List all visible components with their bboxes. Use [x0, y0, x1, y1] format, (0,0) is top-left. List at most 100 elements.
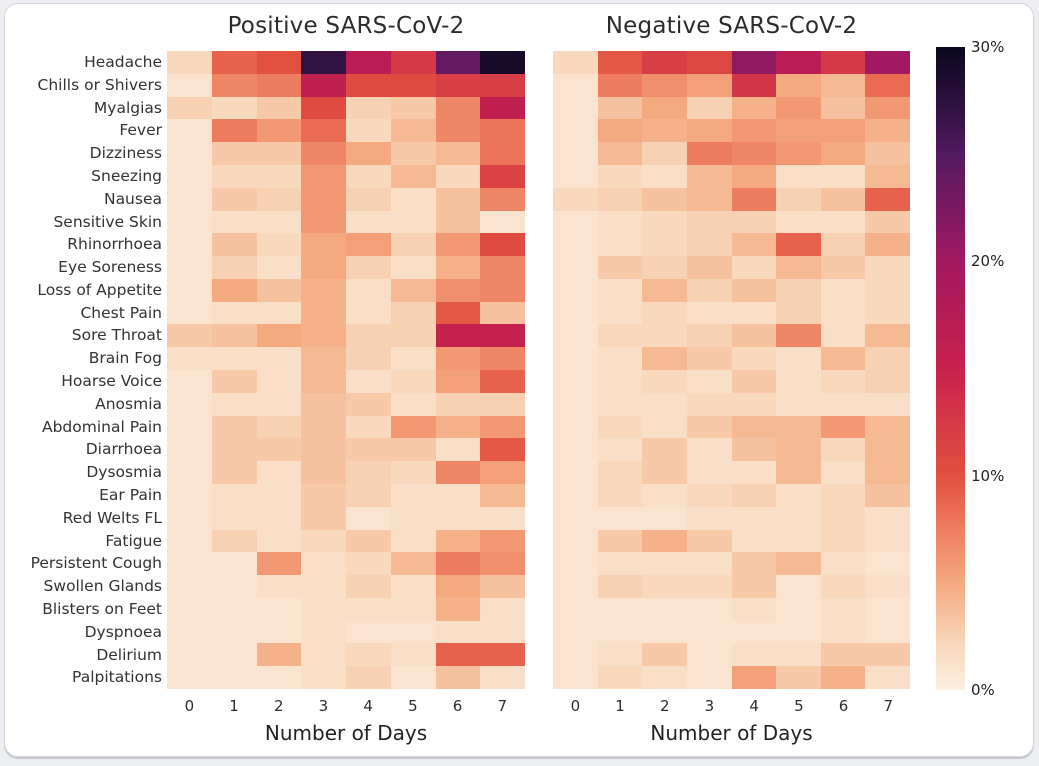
heatmap-cell	[435, 324, 481, 348]
heatmap-cell	[820, 142, 866, 165]
heatmap-cell	[597, 119, 643, 143]
heatmap-cell	[256, 278, 302, 302]
heatmap-cell	[731, 73, 777, 97]
heatmap-cell	[167, 461, 212, 484]
heatmap-cell	[731, 552, 777, 576]
day-tick-label: 0	[184, 697, 195, 715]
heatmap-cell	[642, 643, 687, 667]
heatmap-cell	[256, 552, 302, 576]
day-tick-label: 2	[659, 697, 670, 715]
heatmap-cell	[480, 324, 525, 348]
heatmap-cell	[642, 415, 687, 439]
heatmap-cell	[346, 392, 391, 416]
heatmap-cell	[480, 73, 525, 97]
heatmap-cell	[390, 210, 436, 234]
heatmap-cell	[480, 552, 525, 576]
heatmap-cell	[480, 666, 525, 689]
heatmap-cell	[686, 210, 732, 234]
symptom-label: Palpitations	[72, 668, 162, 687]
heatmap-cell	[167, 347, 212, 370]
heatmap-cell	[731, 415, 777, 439]
heatmap-cell	[553, 575, 598, 598]
heatmap-cell	[211, 187, 257, 211]
heatmap-cell	[435, 575, 481, 598]
symptom-label: Hoarse Voice	[61, 372, 162, 391]
heatmap-cell	[776, 164, 821, 188]
heatmap-cell	[435, 438, 481, 462]
heatmap-cell	[642, 233, 687, 257]
heatmap-cell	[686, 73, 732, 97]
heatmap-cell	[776, 96, 821, 120]
negative-heatmap	[553, 51, 910, 689]
heatmap-cell	[390, 256, 436, 279]
heatmap-cell	[686, 392, 732, 416]
heatmap-cell	[642, 483, 687, 507]
heatmap-cell	[642, 278, 687, 302]
heatmap-cell	[167, 483, 212, 507]
heatmap-cell	[480, 301, 525, 325]
heatmap-cell	[435, 187, 481, 211]
heatmap-cell	[390, 483, 436, 507]
heatmap-cell	[731, 278, 777, 302]
heatmap-cell	[480, 438, 525, 462]
heatmap-cell	[865, 278, 910, 302]
symptom-label: Dyspnoea	[84, 622, 162, 641]
heatmap-cell	[211, 119, 257, 143]
day-tick-label: 4	[749, 697, 759, 715]
heatmap-cell	[553, 73, 598, 97]
day-tick-label: 4	[363, 697, 373, 715]
heatmap-cell	[686, 438, 732, 462]
heatmap-cell	[301, 392, 346, 416]
heatmap-cell	[642, 370, 687, 393]
heatmap-cell	[865, 392, 910, 416]
heatmap-cell	[597, 529, 643, 553]
heatmap-cell	[776, 347, 821, 370]
heatmap-cell	[435, 506, 481, 530]
heatmap-cell	[820, 575, 866, 598]
heatmap-cell	[865, 575, 910, 598]
heatmap-cell	[597, 643, 643, 667]
heatmap-cell	[865, 483, 910, 507]
heatmap-cell	[686, 51, 732, 74]
heatmap-cell	[435, 96, 481, 120]
heatmap-cell	[167, 324, 212, 348]
heatmap-cell	[642, 506, 687, 530]
heatmap-cell	[390, 51, 436, 74]
heatmap-cell	[776, 119, 821, 143]
heatmap-cell	[776, 73, 821, 97]
symptom-label: Loss of Appetite	[37, 280, 162, 299]
heatmap-cell	[435, 210, 481, 234]
heatmap-cell	[167, 415, 212, 439]
heatmap-cell	[553, 438, 598, 462]
heatmap-cell	[256, 529, 302, 553]
heatmap-cell	[597, 233, 643, 257]
positive-panel-title: Positive SARS-CoV-2	[227, 13, 465, 39]
positive-heatmap	[167, 51, 525, 689]
heatmap-cell	[390, 347, 436, 370]
heatmap-cell	[211, 301, 257, 325]
heatmap-cell	[642, 187, 687, 211]
heatmap-cell	[346, 324, 391, 348]
heatmap-cell	[776, 483, 821, 507]
day-tick-label: 2	[273, 697, 284, 715]
heatmap-cell	[301, 552, 346, 576]
day-tick-label: 5	[408, 697, 418, 715]
heatmap-cell	[211, 643, 257, 667]
heatmap-cell	[776, 210, 821, 234]
heatmap-cell	[776, 552, 821, 576]
heatmap-cell	[211, 392, 257, 416]
heatmap-cell	[390, 597, 436, 621]
heatmap-cell	[480, 575, 525, 598]
heatmap-cell	[480, 392, 525, 416]
heatmap-cell	[686, 597, 732, 621]
heatmap-cell	[435, 73, 481, 97]
symptom-label: Myalgias	[93, 98, 162, 117]
colorbar-tick-label: 20%	[971, 252, 1005, 271]
heatmap-cell	[553, 506, 598, 530]
heatmap-cell	[642, 392, 687, 416]
heatmap-cell	[301, 438, 346, 462]
heatmap-cell	[776, 392, 821, 416]
heatmap-cell	[553, 256, 598, 279]
heatmap-cell	[642, 529, 687, 553]
heatmap-cell	[597, 438, 643, 462]
